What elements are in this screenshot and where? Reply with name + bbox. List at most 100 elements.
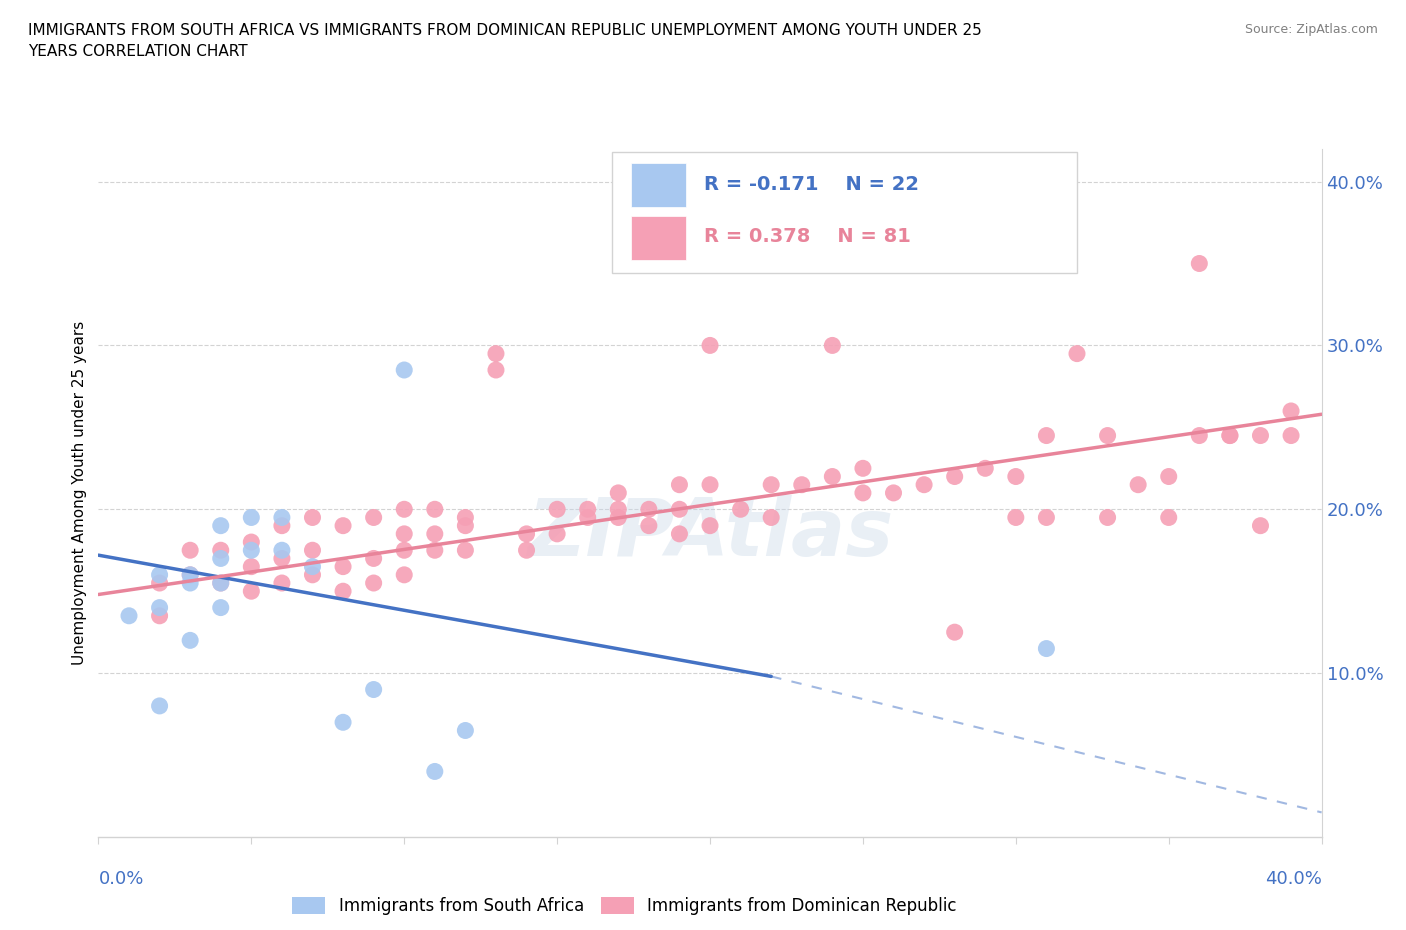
Point (1219, 428, 1241, 443)
Point (363, 510, 385, 525)
Point (1035, 510, 1057, 525)
Point (423, 526, 446, 541)
Point (392, 543, 416, 558)
Point (1219, 428, 1241, 443)
Point (363, 551, 385, 565)
Point (516, 543, 538, 558)
Point (485, 363, 508, 378)
FancyBboxPatch shape (612, 153, 1077, 272)
Point (149, 600, 172, 615)
Point (1157, 510, 1180, 525)
Point (485, 346, 508, 361)
Point (454, 723, 477, 737)
Point (270, 543, 292, 558)
Y-axis label: Unemployment Among Youth under 25 years: Unemployment Among Youth under 25 years (72, 321, 87, 665)
Point (270, 576, 292, 591)
Point (270, 551, 292, 565)
Text: Source: ZipAtlas.com: Source: ZipAtlas.com (1244, 23, 1378, 36)
Point (301, 510, 323, 525)
Point (209, 576, 232, 591)
Point (668, 526, 690, 541)
Point (301, 567, 323, 582)
Point (454, 518, 477, 533)
Point (363, 682, 385, 697)
Text: R = 0.378    N = 81: R = 0.378 N = 81 (704, 228, 911, 246)
Legend: Immigrants from South Africa, Immigrants from Dominican Republic: Immigrants from South Africa, Immigrants… (285, 890, 963, 922)
Point (1004, 469, 1026, 484)
Point (637, 518, 661, 533)
Point (576, 502, 599, 517)
Point (1035, 428, 1057, 443)
Text: R = -0.171    N = 22: R = -0.171 N = 22 (704, 175, 920, 194)
Point (821, 338, 844, 352)
Point (240, 584, 263, 599)
Point (912, 477, 935, 492)
Text: ZIPAtlas: ZIPAtlas (527, 495, 893, 573)
Point (332, 518, 354, 533)
Point (730, 502, 752, 517)
Point (546, 502, 568, 517)
Point (240, 559, 263, 574)
Point (301, 543, 323, 558)
Point (363, 576, 385, 591)
Text: IMMIGRANTS FROM SOUTH AFRICA VS IMMIGRANTS FROM DOMINICAN REPUBLIC UNEMPLOYMENT : IMMIGRANTS FROM SOUTH AFRICA VS IMMIGRAN… (28, 23, 981, 60)
Point (392, 502, 416, 517)
Point (1035, 641, 1057, 656)
Point (1279, 404, 1302, 418)
Point (149, 698, 172, 713)
Point (392, 567, 416, 582)
Point (699, 518, 721, 533)
Bar (630, 216, 686, 260)
Point (1188, 256, 1211, 271)
Point (699, 338, 721, 352)
Point (1249, 428, 1271, 443)
Point (759, 510, 782, 525)
Point (392, 526, 416, 541)
Text: 0.0%: 0.0% (98, 870, 143, 887)
Point (943, 625, 966, 640)
Point (852, 485, 875, 500)
Point (516, 526, 538, 541)
Point (240, 510, 263, 525)
Point (1157, 469, 1180, 484)
Point (179, 567, 201, 582)
Point (1188, 428, 1211, 443)
Point (209, 576, 232, 591)
Point (209, 543, 232, 558)
Point (852, 461, 875, 476)
Point (1097, 428, 1119, 443)
Point (1097, 510, 1119, 525)
Point (301, 559, 323, 574)
Point (332, 584, 354, 599)
Point (1249, 518, 1271, 533)
Point (149, 567, 172, 582)
Text: 40.0%: 40.0% (1265, 870, 1322, 887)
Point (790, 477, 813, 492)
Point (179, 633, 201, 648)
Point (332, 715, 354, 730)
Point (607, 510, 630, 525)
Point (454, 543, 477, 558)
Point (270, 510, 292, 525)
Point (668, 477, 690, 492)
Point (179, 576, 201, 591)
Point (454, 510, 477, 525)
Point (209, 518, 232, 533)
Point (118, 608, 141, 623)
Point (943, 469, 966, 484)
Point (392, 363, 416, 378)
Point (149, 576, 172, 591)
Point (699, 477, 721, 492)
Point (332, 559, 354, 574)
Point (668, 502, 690, 517)
Point (423, 764, 446, 779)
Point (1066, 346, 1088, 361)
Point (576, 510, 599, 525)
Point (637, 502, 661, 517)
Point (179, 567, 201, 582)
Point (607, 485, 630, 500)
Point (546, 526, 568, 541)
Point (607, 502, 630, 517)
Bar (630, 163, 686, 207)
Point (974, 461, 997, 476)
